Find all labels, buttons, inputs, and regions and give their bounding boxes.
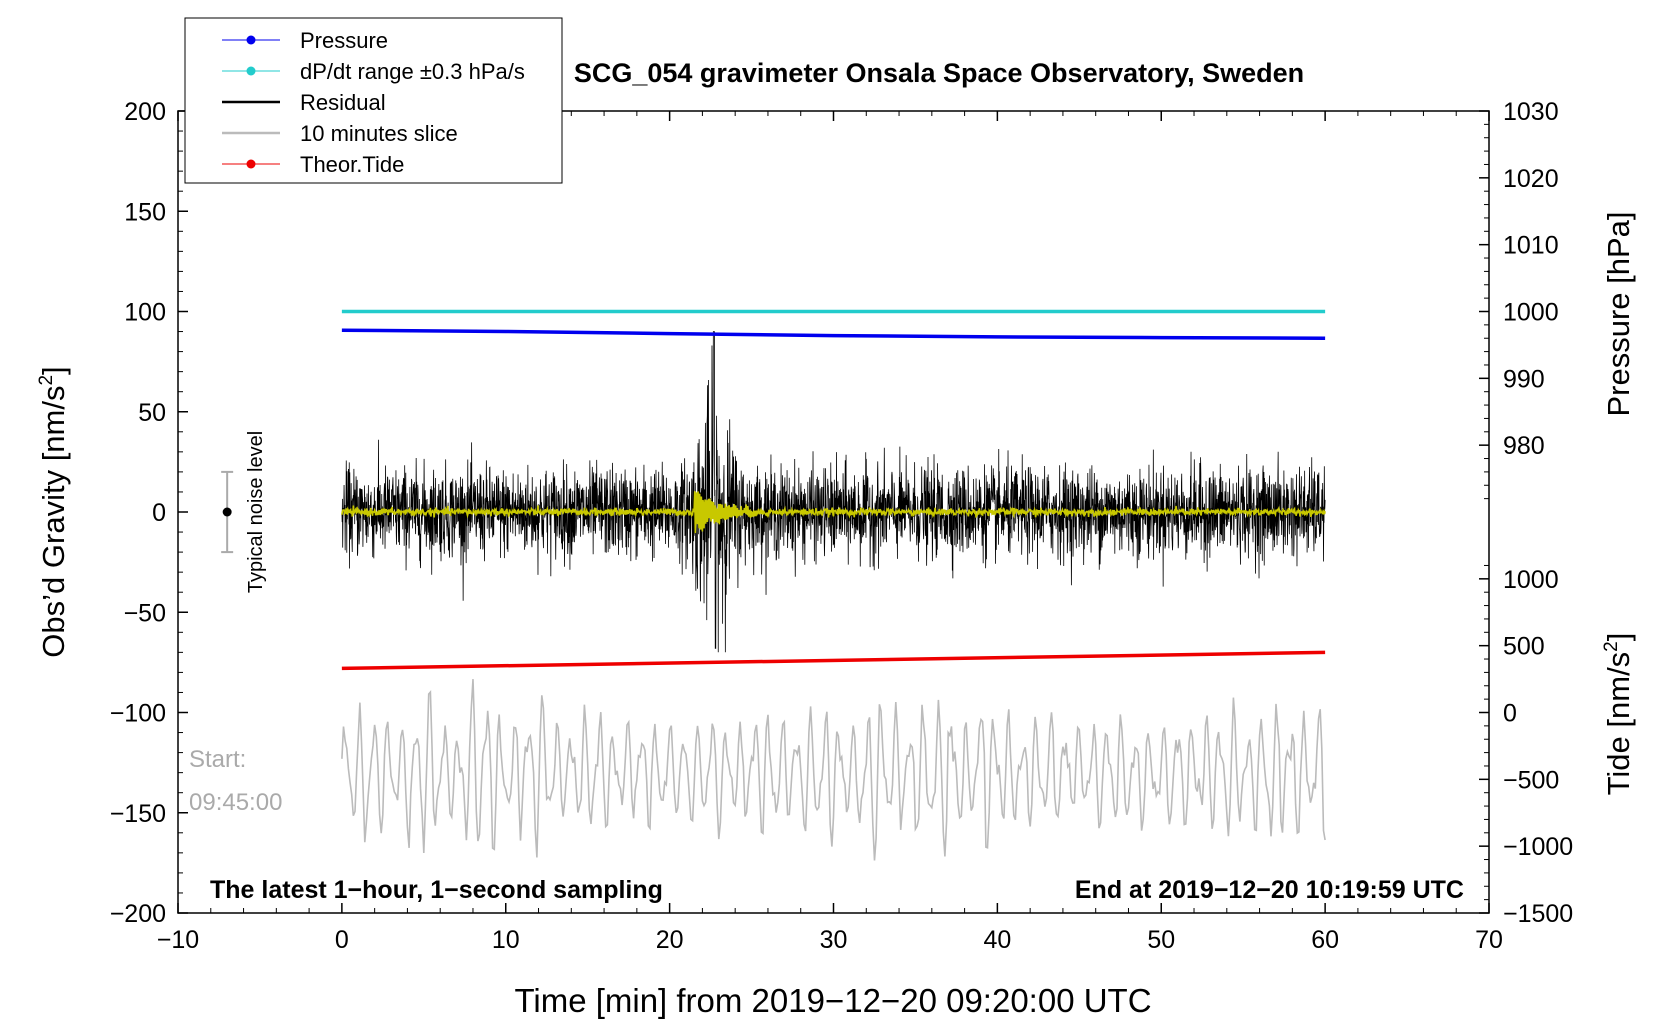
noise-bar: Typical noise level xyxy=(221,431,267,593)
y-axis-tide-label-sup: 2 xyxy=(1601,641,1622,652)
y-tick-label: 50 xyxy=(138,399,166,427)
y-tick-label: −50 xyxy=(124,599,166,627)
legend-label: dP/dt range ±0.3 hPa/s xyxy=(300,59,525,84)
y-axis-left: −200 −150 −100 −50 0 50 100 150 200 xyxy=(110,98,188,928)
y-axis-tide: −1500 −1000 −500 0 500 1000 xyxy=(1479,564,1573,928)
start-label: Start: xyxy=(189,746,246,773)
series-residual xyxy=(341,331,1326,653)
pressure-tick-label: 1020 xyxy=(1503,165,1559,193)
y-axis-tide-label: Tide [nm/s2] xyxy=(1601,633,1636,796)
tide-tick-label: 0 xyxy=(1503,700,1517,728)
x-tick-label: 50 xyxy=(1147,926,1175,954)
noise-bar-label: Typical noise level xyxy=(245,431,267,593)
y-tick-label: −200 xyxy=(110,900,166,928)
y-tick-label: −150 xyxy=(110,800,166,828)
legend: Pressure dP/dt range ±0.3 hPa/s Residual 10… xyxy=(184,17,563,184)
legend-label: Theor.Tide xyxy=(300,152,404,177)
tide-tick-label: 500 xyxy=(1503,633,1545,661)
y-axis-left-label: Obs’d Gravity [nm/s2] xyxy=(36,366,71,657)
legend-marker xyxy=(246,66,256,76)
y-tick-label: −100 xyxy=(110,700,166,728)
legend-label: 10 minutes slice xyxy=(300,121,458,146)
pressure-tick-label: 980 xyxy=(1503,432,1545,460)
y-axis-left-label-main: Obs’d Gravity [nm/s xyxy=(36,386,71,658)
series-filtered xyxy=(341,491,1326,534)
y-axis-tide-label-end: ] xyxy=(1601,633,1636,642)
x-tick-label: 70 xyxy=(1475,926,1503,954)
x-tick-label: 10 xyxy=(492,926,520,954)
plot-series xyxy=(341,309,1326,861)
pressure-tick-label: 1010 xyxy=(1503,232,1559,260)
tide-tick-label: 1000 xyxy=(1503,566,1559,594)
pressure-tick-label: 1030 xyxy=(1503,98,1559,126)
x-tick-label: 40 xyxy=(983,926,1011,954)
series-pressure xyxy=(341,328,1326,340)
pressure-tick-label: 1000 xyxy=(1503,299,1559,327)
y-tick-label: 200 xyxy=(124,98,166,126)
start-time: 09:45:00 xyxy=(189,789,282,816)
annotation-bottom-right: End at 2019−12−20 10:19:59 UTC xyxy=(1075,876,1464,904)
x-tick-label: 60 xyxy=(1311,926,1339,954)
tide-tick-label: −500 xyxy=(1503,766,1559,794)
y-tick-label: 0 xyxy=(152,499,166,527)
x-axis: −10 0 10 20 30 40 50 60 70 xyxy=(157,111,1503,954)
pressure-tick-label: 990 xyxy=(1503,365,1545,393)
y-axis-pressure: 980 990 1000 1010 1020 1030 xyxy=(1479,98,1559,500)
legend-marker xyxy=(246,35,256,45)
tide-tick-label: −1000 xyxy=(1503,833,1573,861)
y-axis-left-label-end: ] xyxy=(36,366,71,375)
noise-bar-dot xyxy=(222,507,232,517)
legend-label: Pressure xyxy=(300,28,388,53)
series-10min-slice xyxy=(341,679,1326,861)
y-axis-pressure-label: Pressure [hPa] xyxy=(1601,211,1636,416)
x-axis-label: Time [min] from 2019−12−20 09:20:00 UTC xyxy=(514,982,1151,1019)
x-tick-label: 0 xyxy=(335,926,349,954)
legend-marker xyxy=(246,159,256,169)
legend-box xyxy=(184,17,563,184)
x-tick-label: 20 xyxy=(656,926,684,954)
y-axis-left-label-sup: 2 xyxy=(36,375,57,386)
chart-title: SCG_054 gravimeter Onsala Space Observat… xyxy=(574,58,1304,88)
y-tick-label: 150 xyxy=(124,198,166,226)
y-axis-tide-label-main: Tide [nm/s xyxy=(1601,652,1636,796)
legend-label: Residual xyxy=(300,90,386,115)
x-tick-label: −10 xyxy=(157,926,199,954)
y-tick-label: 100 xyxy=(124,299,166,327)
annotation-bottom-left: The latest 1−hour, 1−second sampling xyxy=(210,876,663,904)
series-tide xyxy=(341,650,1326,671)
x-tick-label: 30 xyxy=(820,926,848,954)
tide-tick-label: −1500 xyxy=(1503,900,1573,928)
